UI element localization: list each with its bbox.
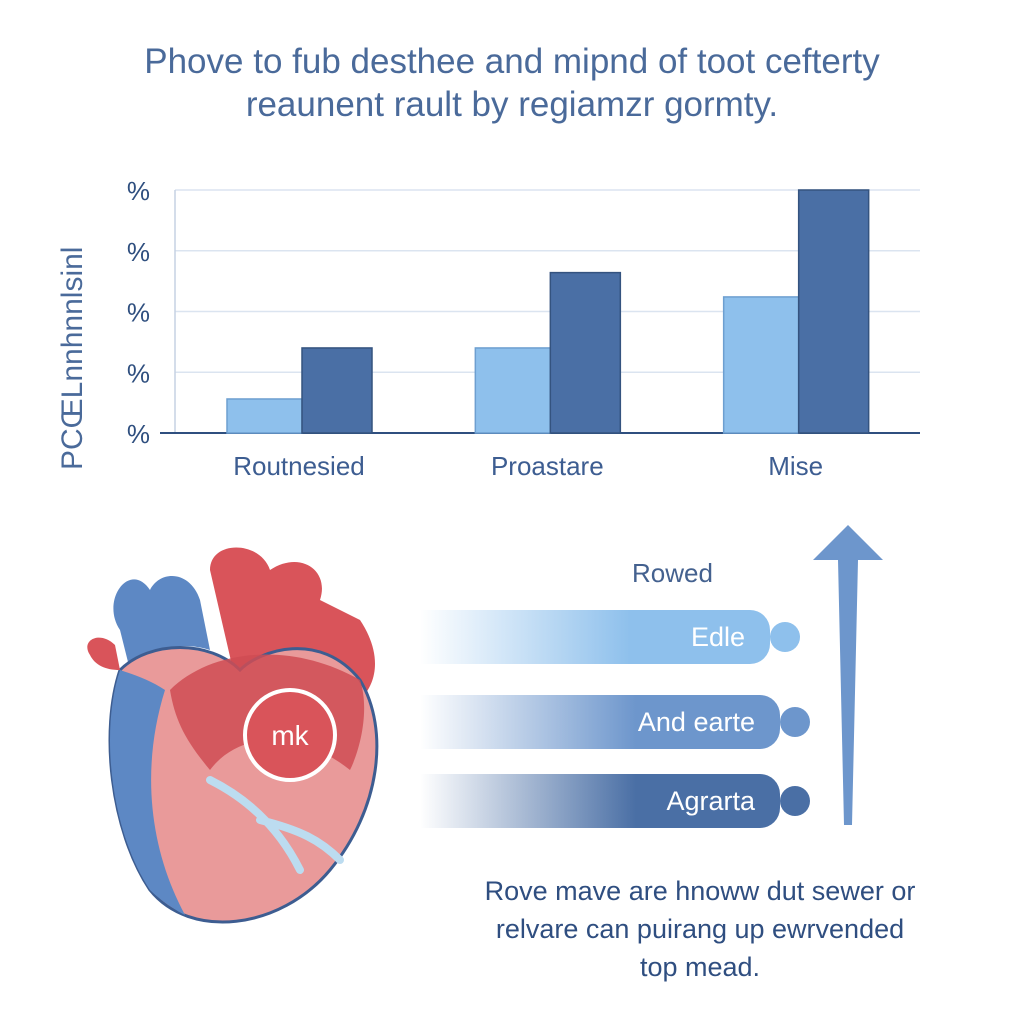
y-tick-label: % [127, 176, 150, 206]
legend-item-3: Agrarta [420, 774, 810, 828]
heart-badge-label: mk [271, 720, 309, 751]
y-tick-label: % [127, 358, 150, 388]
bar-series1-1 [474, 347, 552, 434]
x-category-label: Proastare [491, 451, 604, 481]
bar-series2-0 [301, 347, 373, 434]
x-axis-categories: Routnesied Proastare Mise [233, 451, 823, 481]
y-axis-ticks: %%%%% [127, 176, 150, 449]
y-tick-label: % [127, 419, 150, 449]
bar-series2-2 [797, 189, 870, 434]
y-axis-label: PCŒLnnhnnlsinl [56, 247, 89, 470]
legend-label-2: And earte [637, 706, 755, 737]
heart-back-vessels [113, 576, 210, 670]
bar-chart: %%%%% Routnesied Proastare Mise PCŒLnnhnnl… [56, 176, 920, 481]
bar-series2-1 [549, 271, 622, 434]
legend-label-1: Edle [690, 621, 745, 652]
legend-bar-3 [420, 774, 780, 828]
footnote-line-1: Rove mave are hnoww dut sewer or [484, 876, 916, 906]
y-tick-label: % [127, 237, 150, 267]
heart-right-vessel [87, 637, 120, 670]
footnote-line-2: relvare can puirang up ewrvended [495, 914, 905, 944]
y-tick-label: % [127, 298, 150, 328]
heart-badge [243, 688, 337, 782]
bar-series1-0 [226, 398, 303, 434]
heart-left-side [110, 670, 185, 915]
bars [226, 189, 870, 434]
legend-item-1: Edle [420, 610, 800, 664]
legend-bar-2 [420, 695, 780, 749]
x-category-label: Routnesied [233, 451, 365, 481]
heart-illustration: mk [87, 547, 379, 924]
x-category-label: Mise [768, 451, 823, 481]
footnote: Rove mave are hnoww dut sewer or relvare… [440, 872, 960, 986]
heart-coronary-vessel [206, 776, 344, 874]
legend-label-3: Agrarta [666, 785, 755, 816]
footnote-line-3: top mead. [639, 952, 761, 982]
bar-series1-2 [722, 296, 800, 434]
legend-item-2: And earte [420, 695, 810, 749]
legend-bar-cap-2 [780, 707, 810, 737]
title-line-2: reaunent rault by regiamzr gormty. [245, 85, 779, 124]
legend-bar-1 [420, 610, 770, 664]
page-title: Phove to fub desthee and mipnd of toot c… [40, 40, 984, 126]
legend-bar-cap-3 [780, 786, 810, 816]
up-arrow-icon [813, 525, 883, 825]
legend-bar-cap-1 [770, 622, 800, 652]
legend-title: Rowed [632, 558, 713, 588]
title-line-1: Phove to fub desthee and mipnd of toot c… [144, 42, 880, 81]
